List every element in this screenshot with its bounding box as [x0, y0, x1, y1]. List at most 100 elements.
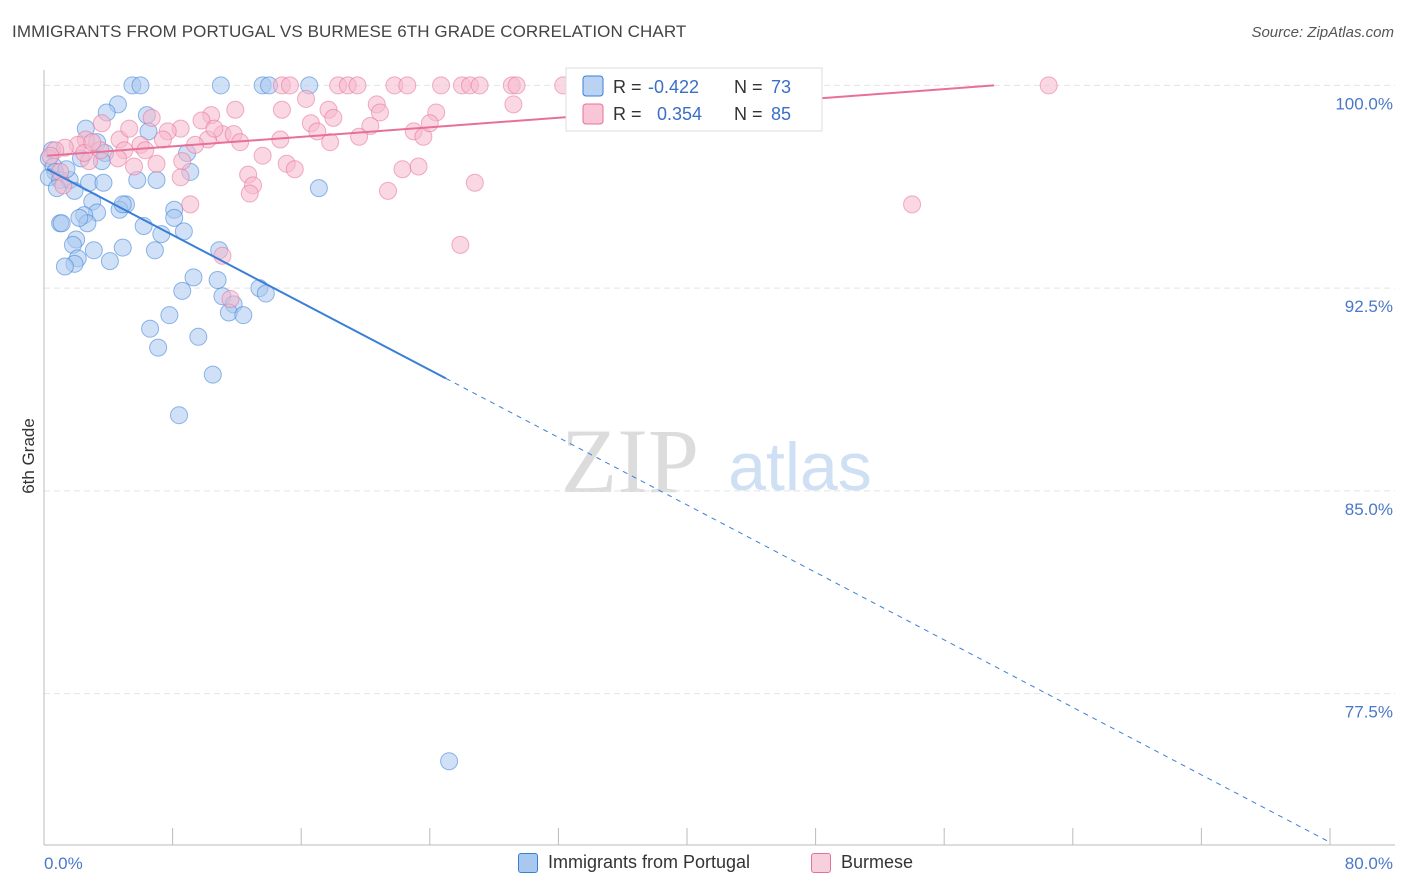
point-burmese	[253, 146, 272, 165]
y-axis-title: 6th Grade	[19, 418, 38, 494]
x-tick-label-min: 0.0%	[44, 854, 83, 873]
point-portugal	[84, 241, 103, 260]
stats-legend-r-value-2: 0.354	[657, 104, 702, 124]
stats-legend-n-label-1: N =	[734, 77, 763, 97]
point-portugal	[94, 173, 113, 192]
point-burmese	[361, 116, 380, 135]
point-portugal	[160, 306, 179, 325]
point-burmese	[92, 114, 111, 133]
point-portugal	[145, 241, 164, 260]
series-legend-item-portugal: Immigrants from Portugal	[518, 852, 750, 873]
series-legend-item-burmese: Burmese	[811, 852, 913, 873]
point-burmese	[465, 173, 484, 192]
point-portugal	[141, 319, 160, 338]
trendline-portugal-dashed	[445, 377, 1331, 843]
point-burmese	[83, 133, 102, 152]
point-burmese	[147, 154, 166, 173]
point-portugal	[173, 281, 192, 300]
y-tick-label: 85.0%	[1345, 500, 1393, 519]
point-burmese	[221, 289, 240, 308]
point-burmese	[272, 100, 291, 119]
y-tick-label: 92.5%	[1345, 297, 1393, 316]
watermark-atlas: atlas	[728, 429, 872, 505]
point-portugal	[149, 338, 168, 357]
stats-legend-r-value-1: -0.422	[648, 77, 699, 97]
point-portugal	[203, 365, 222, 384]
trend-lines	[46, 84, 1331, 843]
chart-title: IMMIGRANTS FROM PORTUGAL VS BURMESE 6TH …	[12, 22, 687, 41]
point-burmese	[285, 160, 304, 179]
point-burmese	[432, 76, 451, 95]
point-portugal	[113, 195, 132, 214]
point-burmese	[379, 181, 398, 200]
point-portugal	[113, 238, 132, 257]
point-portugal	[440, 752, 459, 771]
point-burmese	[451, 235, 470, 254]
point-burmese	[507, 76, 526, 95]
watermark-zip: ZIP	[561, 410, 699, 512]
point-burmese	[348, 76, 367, 95]
series-legend-swatch-burmese	[811, 852, 831, 873]
point-portugal	[211, 76, 230, 95]
point-burmese	[420, 114, 439, 133]
point-burmese	[153, 130, 172, 149]
point-burmese	[297, 89, 316, 108]
series-burmese-points	[41, 76, 1058, 308]
point-burmese	[136, 141, 155, 160]
point-portugal	[131, 76, 150, 95]
point-portugal	[234, 306, 253, 325]
x-tick-label-max: 80.0%	[1345, 854, 1393, 873]
series-legend-label-burmese: Burmese	[841, 852, 914, 872]
point-burmese	[120, 119, 139, 138]
point-burmese	[125, 157, 144, 176]
point-burmese	[504, 95, 523, 114]
point-burmese	[350, 127, 369, 146]
point-burmese	[409, 157, 428, 176]
data-points	[39, 76, 1058, 771]
trendline-burmese	[47, 84, 995, 157]
point-burmese	[370, 103, 389, 122]
point-burmese	[192, 111, 211, 130]
stats-legend-box	[565, 67, 823, 132]
point-portugal	[208, 271, 227, 290]
series-legend-swatch-portugal	[518, 852, 538, 873]
point-burmese	[280, 76, 299, 95]
point-portugal	[70, 208, 89, 227]
stats-legend-n-label-2: N =	[734, 104, 763, 124]
point-burmese	[181, 195, 200, 214]
point-portugal	[165, 208, 184, 227]
point-portugal	[52, 214, 71, 233]
y-tick-labels: 100.0% 92.5% 85.0% 77.5%	[1335, 94, 1393, 721]
point-burmese	[470, 76, 489, 95]
y-tick-label: 77.5%	[1345, 703, 1393, 722]
source-credit: Source: ZipAtlas.com	[1251, 24, 1394, 41]
point-burmese	[393, 160, 412, 179]
point-burmese	[1039, 76, 1058, 95]
stats-legend-r-label-1: R =	[613, 77, 642, 97]
point-portugal	[309, 179, 328, 198]
point-burmese	[240, 184, 259, 203]
stats-legend-n-value-2: 85	[771, 104, 791, 124]
point-burmese	[903, 195, 922, 214]
stats-legend-r-label-2: R =	[613, 104, 642, 124]
point-burmese	[108, 149, 127, 168]
axes	[43, 70, 1395, 846]
point-burmese	[171, 168, 190, 187]
point-portugal	[170, 406, 189, 425]
trendline-portugal-solid	[46, 168, 447, 380]
stats-legend: R = -0.422 N = 73 R = 0.354 N = 85	[565, 67, 823, 132]
x-ticks	[43, 828, 1331, 845]
point-burmese	[54, 176, 73, 195]
point-portugal	[100, 252, 119, 271]
point-portugal	[184, 268, 203, 287]
point-burmese	[398, 76, 417, 95]
series-legend-label-portugal: Immigrants from Portugal	[548, 852, 751, 872]
point-portugal	[189, 327, 208, 346]
point-burmese	[205, 119, 224, 138]
point-burmese	[324, 108, 343, 127]
series-legend: Immigrants from Portugal Burmese	[0, 852, 1406, 878]
point-portugal	[256, 284, 275, 303]
stats-legend-n-value-1: 73	[771, 77, 791, 97]
point-burmese	[142, 108, 161, 127]
